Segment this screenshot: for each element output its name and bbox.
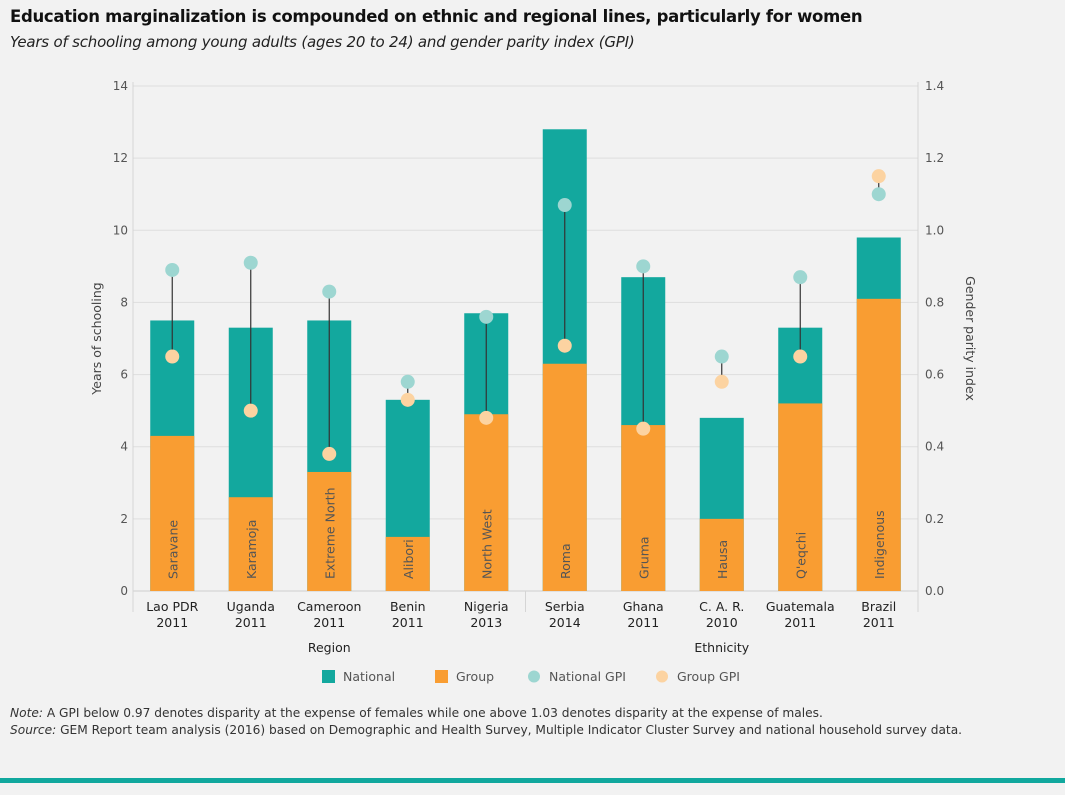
source: Source: GEM Report team analysis (2016) … [10,722,1050,739]
y2-tick-label: 1.4 [925,79,944,93]
y2-tick-label: 0.2 [925,512,944,526]
x-tick-label: Brazil [861,599,896,614]
group-label: Karamoja [244,520,259,579]
x-tick-label: Cameroon [297,599,361,614]
bar-group [385,536,430,591]
legend-label: National [343,669,395,684]
y2-axis-label: Gender parity index [963,276,978,401]
y-tick-label: 6 [120,368,128,382]
group-label: Gruma [636,536,651,579]
x-tick-year: 2014 [549,615,581,630]
bar-group [542,363,587,591]
national-gpi-point [322,284,337,299]
group-label: Saravane [165,520,180,579]
y2-tick-label: 0.4 [925,440,944,454]
legend-label: Group GPI [677,669,740,684]
y-tick-label: 2 [120,512,128,526]
x-tick-year: 2013 [470,615,502,630]
group-label: Roma [558,543,573,579]
bar-group [856,298,901,591]
y2-tick-label: 0.6 [925,368,944,382]
group-label: Indigenous [872,510,887,579]
chart-subtitle: Years of schooling among young adults (a… [10,33,635,51]
x-tick-year: 2011 [235,615,267,630]
x-tick-label: Lao PDR [146,599,198,614]
bottom-rule [0,778,1065,783]
source-text: GEM Report team analysis (2016) based on… [56,723,963,737]
national-gpi-point [243,255,258,270]
bar-group [150,435,195,591]
legend-marker [528,670,540,683]
y-tick-label: 0 [120,584,128,598]
x-tick-label: Uganda [227,599,275,614]
category-group-label: Region [308,640,351,655]
group-gpi-point [557,338,572,353]
category-group-label: Ethnicity [694,640,749,655]
group-gpi-point [243,403,258,418]
x-tick-label: Ghana [623,599,664,614]
y2-tick-label: 0.8 [925,295,944,309]
x-tick-label: C. A. R. [699,599,744,614]
national-gpi-point [479,309,494,324]
x-tick-year: 2010 [706,615,738,630]
x-tick-year: 2011 [156,615,188,630]
national-gpi-point [636,259,651,274]
group-gpi-point [479,410,494,425]
group-gpi-point [793,349,808,364]
y-tick-label: 10 [113,223,128,237]
y-axis-label: Years of schooling [89,282,104,395]
x-tick-year: 2011 [313,615,345,630]
group-label: Q'eqchi [793,532,808,579]
note-label: Note: [10,706,43,720]
bar-group [621,425,666,591]
bar-group [464,414,509,591]
x-tick-label: Benin [390,599,426,614]
group-gpi-point [871,169,886,184]
bar-group [778,403,823,591]
group-label: Alibori [401,539,416,579]
x-tick-year: 2011 [784,615,816,630]
x-tick-label: Guatemala [766,599,835,614]
legend-label: National GPI [549,669,626,684]
note-text: A GPI below 0.97 denotes disparity at th… [42,706,823,720]
source-label: Source: [10,723,57,737]
national-gpi-point [871,187,886,202]
group-gpi-point [322,446,337,461]
x-tick-label: Nigeria [464,599,509,614]
legend-marker [656,670,668,683]
group-gpi-point [400,392,415,407]
national-gpi-point [400,374,415,389]
group-label: Extreme North [322,487,337,579]
y2-tick-label: 1.0 [925,223,944,237]
x-tick-label: Serbia [545,599,585,614]
y-tick-label: 14 [113,79,128,93]
chart-notes: Note: A GPI below 0.97 denotes disparity… [10,705,1050,739]
national-gpi-point [793,270,808,285]
group-label: North West [479,509,494,579]
y-tick-label: 12 [113,151,128,165]
national-gpi-point [557,198,572,213]
y-tick-label: 4 [120,440,128,454]
national-gpi-point [714,349,729,364]
bar-group [307,471,352,591]
chart-title: Education marginalization is compounded … [10,7,863,26]
x-tick-year: 2011 [627,615,659,630]
y2-tick-label: 0.0 [925,584,944,598]
group-gpi-point [636,421,651,436]
y-tick-label: 8 [120,295,128,309]
legend-label: Group [456,669,494,684]
chart: 0 0.0 2 0.2 4 0.4 6 0.6 8 0.8 10 1.0 12 1.2 14 1.4 Years… [89,79,978,684]
group-label: Hausa [715,540,730,579]
group-gpi-point [165,349,180,364]
bar-group [228,497,273,591]
legend-swatch [435,670,448,683]
note: Note: A GPI below 0.97 denotes disparity… [10,705,1050,722]
x-tick-year: 2011 [863,615,895,630]
national-gpi-point [165,262,180,277]
y2-tick-label: 1.2 [925,151,944,165]
x-tick-year: 2011 [392,615,424,630]
bar-group [699,518,744,591]
group-gpi-point [714,374,729,389]
legend-swatch [322,670,335,683]
